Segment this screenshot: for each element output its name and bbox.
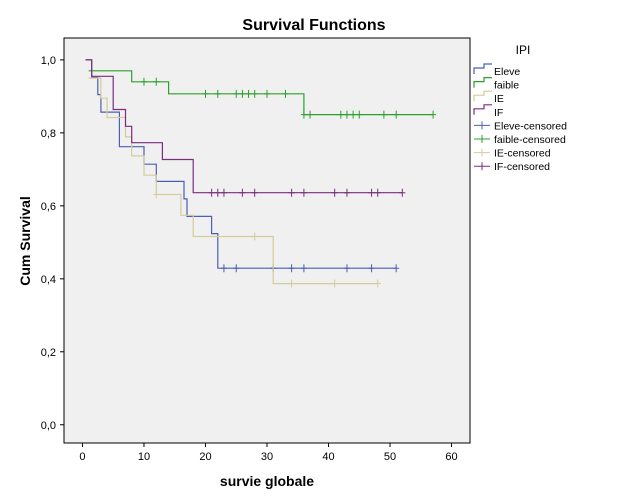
x-tick-label: 40 <box>322 451 334 463</box>
censored-mark-if <box>374 188 381 197</box>
censored-mark-eleve <box>288 264 295 273</box>
censored-mark-if <box>343 188 350 197</box>
censored-mark-ie <box>374 279 381 288</box>
censored-mark-if <box>251 188 258 197</box>
censored-mark-faible <box>337 110 344 119</box>
censored-mark-faible <box>350 110 357 119</box>
censored-mark-if <box>331 188 338 197</box>
legend-label-if: IF <box>494 107 503 119</box>
y-tick-label: 0,6 <box>41 201 56 213</box>
legend-label-ie-censored: IE-censored <box>494 148 551 160</box>
x-tick-label: 60 <box>445 451 457 463</box>
censored-mark-faible <box>245 89 252 98</box>
x-tick-label: 30 <box>261 451 273 463</box>
y-tick-label: 0,8 <box>41 128 56 140</box>
censored-mark-eleve <box>233 264 240 273</box>
legend-swatch-if-censored <box>474 162 490 171</box>
survival-line-ie <box>88 77 378 285</box>
x-tick-label: 20 <box>199 451 211 463</box>
plot-area <box>63 37 471 444</box>
censored-mark-faible <box>282 89 289 98</box>
censored-mark-if <box>288 188 295 197</box>
censored-mark-eleve <box>300 264 307 273</box>
censored-mark-faible <box>300 110 307 119</box>
censored-mark-eleve <box>368 264 375 273</box>
censored-mark-faible <box>239 89 246 98</box>
censored-mark-if <box>368 188 375 197</box>
censored-mark-if <box>300 188 307 197</box>
censored-mark-faible <box>356 110 363 119</box>
legend-label-ie: IE <box>494 93 504 105</box>
censored-mark-faible <box>307 110 314 119</box>
legend-label-faible: faible <box>494 80 519 92</box>
censored-mark-faible <box>202 89 209 98</box>
censored-mark-if <box>220 188 227 197</box>
censored-mark-faible <box>140 77 147 86</box>
legend-label-eleve-censored: Eleve-censored <box>494 120 567 132</box>
censored-mark-faible <box>153 77 160 86</box>
censored-mark-ie <box>251 232 258 241</box>
legend-swatch-eleve-censored <box>474 121 490 130</box>
x-axis-label: survie globale <box>220 473 314 489</box>
censored-mark-eleve <box>343 264 350 273</box>
y-axis-label: Cum Survival <box>17 196 33 285</box>
x-tick-label: 0 <box>79 451 85 463</box>
censored-mark-if <box>214 188 221 197</box>
censored-mark-faible <box>343 110 350 119</box>
y-tick-label: 0,4 <box>41 274 56 286</box>
censored-mark-if <box>208 188 215 197</box>
censored-mark-eleve <box>220 264 227 273</box>
censored-mark-ie <box>288 279 295 288</box>
survival-line-eleve <box>85 59 397 269</box>
chart-title: Survival Functions <box>242 17 385 34</box>
x-tick-label: 10 <box>138 451 150 463</box>
censored-mark-if <box>239 188 246 197</box>
y-tick-label: 0,2 <box>41 347 56 359</box>
censored-mark-faible <box>264 89 270 98</box>
legend-title: IPI <box>516 43 531 57</box>
censored-mark-ie <box>331 279 338 288</box>
series-layer <box>85 59 437 288</box>
censored-mark-ie <box>153 190 160 199</box>
legend-swatch-eleve <box>473 63 492 74</box>
y-tick-label: 0,0 <box>41 420 56 432</box>
axis-ticks: 0 10 20 30 40 50 60 0,0 0,2 0,4 0,6 0,8 1,0 <box>41 55 458 463</box>
censored-mark-faible <box>393 110 400 119</box>
censored-mark-faible <box>430 110 437 119</box>
legend-swatch-ie-censored <box>474 148 490 157</box>
censored-mark-faible <box>214 89 221 98</box>
censored-mark-if <box>399 188 406 197</box>
censored-mark-eleve <box>393 264 400 273</box>
legend-swatch-faible-censored <box>474 135 490 143</box>
legend-label-eleve: Eleve <box>494 66 520 78</box>
legend-swatch-faible <box>473 77 492 88</box>
survival-line-if <box>85 59 403 194</box>
legend-swatch-if <box>473 104 492 115</box>
censored-mark-faible <box>233 89 240 98</box>
censored-mark-faible <box>251 89 258 98</box>
legend-swatch-ie <box>473 90 492 102</box>
legend-label-if-censored: IF-censored <box>494 161 550 173</box>
x-tick-label: 50 <box>384 451 396 463</box>
censored-mark-faible <box>380 110 387 119</box>
y-tick-label: 1,0 <box>41 55 56 67</box>
legend-label-faible-censored: faible-censored <box>494 134 566 146</box>
